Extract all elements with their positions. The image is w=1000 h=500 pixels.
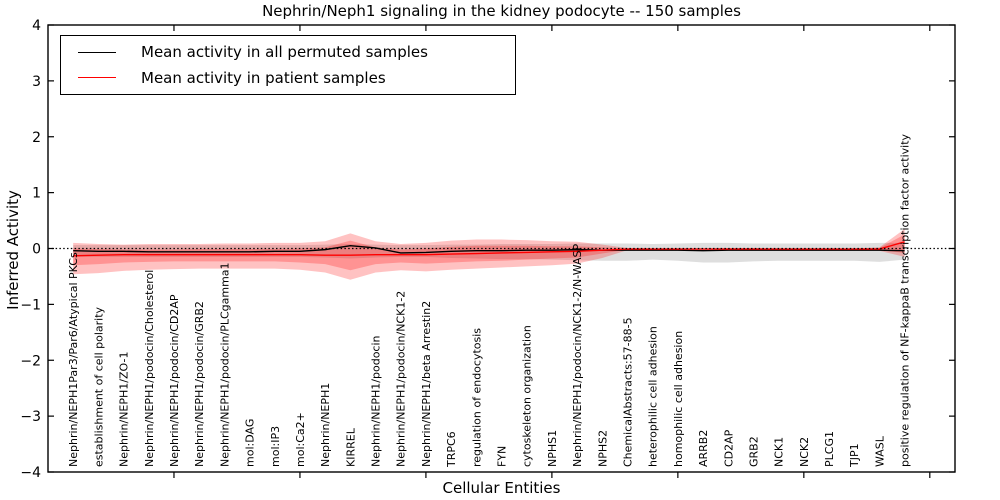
legend-label: Mean activity in all permuted samples: [141, 43, 428, 62]
entity-label: homophilic cell adhesion: [672, 331, 685, 467]
entity-label: establishment of cell polarity: [92, 306, 105, 467]
entity-label: Nephrin/NEPH1/podocin: [370, 335, 383, 467]
black-mean-line: [73, 245, 905, 254]
legend-line-black: [78, 51, 116, 53]
y-tick-label: 4: [32, 18, 41, 34]
entity-label: WASL: [873, 435, 886, 467]
entity-label: Nephrin/NEPH1/beta Arrestin2: [420, 301, 433, 467]
x-axis-label: Cellular Entities: [442, 479, 561, 497]
legend-item-patient: Mean activity in patient samples: [61, 69, 515, 87]
red-mean-line: [73, 241, 905, 257]
patient-samples-range-outer-band: [73, 228, 905, 280]
entity-label: Nephrin/NEPH1/podocin/NCK1-2/N-WASP: [571, 243, 584, 467]
entity-label: KIRREL: [344, 427, 357, 467]
chart-title: Nephrin/Neph1 signaling in the kidney po…: [262, 2, 741, 20]
entity-label: heterophilic cell adhesion: [647, 326, 660, 467]
y-tick-label: −3: [20, 409, 41, 425]
y-tick-label: −4: [20, 465, 41, 481]
y-tick-label: 2: [32, 130, 41, 146]
entity-label: Nephrin/NEPH1/podocin/PLCgamma1: [218, 262, 231, 467]
y-tick-label: −2: [20, 353, 41, 369]
y-tick-label: 0: [32, 242, 41, 258]
entity-label: Nephrin/NEPH1/ZO-1: [118, 352, 131, 467]
entity-label: FYN: [496, 446, 509, 467]
legend-label: Mean activity in patient samples: [141, 68, 386, 87]
entity-label: ChemicalAbstracts:57-88-5: [621, 317, 634, 467]
entity-label: Nephrin/NEPH1/podocin/CD2AP: [168, 294, 181, 467]
entity-label: TJP1: [848, 443, 861, 468]
entity-label: CD2AP: [722, 429, 735, 467]
y-tick-label: −1: [20, 297, 41, 313]
legend: Mean activity in all permuted samples Me…: [60, 35, 516, 95]
entity-label: Nephrin/NEPH1: [319, 383, 332, 467]
entity-label: Nephrin/NEPH1/podocin/GRB2: [193, 301, 206, 467]
entity-label: NCK1: [773, 437, 786, 467]
entity-label: PLCG1: [823, 431, 836, 467]
entity-label: NCK2: [798, 437, 811, 467]
legend-item-permuted: Mean activity in all permuted samples: [61, 43, 515, 61]
entity-label: TRPC6: [445, 431, 458, 468]
entity-label: positive regulation of NF-kappaB transcr…: [899, 133, 912, 467]
entity-label: Nephrin/NEPH1Par3/Par6/Atypical PKCs: [67, 252, 80, 467]
entity-label: mol:DAG: [244, 419, 257, 467]
entity-label: regulation of endocytosis: [470, 328, 483, 467]
entity-label: NPHS2: [596, 430, 609, 467]
entity-label: GRB2: [747, 436, 760, 467]
entity-label: ARRB2: [697, 430, 710, 467]
legend-line-red: [78, 77, 116, 79]
entity-label: cytoskeleton organization: [521, 325, 534, 467]
y-tick-label: 1: [32, 186, 41, 202]
entity-label: Nephrin/NEPH1/podocin/NCK1-2: [395, 291, 408, 467]
entity-label: mol:IP3: [269, 426, 282, 467]
entity-label: Nephrin/NEPH1/podocin/Cholesterol: [143, 270, 156, 467]
entity-label: NPHS1: [546, 430, 559, 467]
y-tick-label: 3: [32, 74, 41, 90]
patient-samples-range-inner-band: [73, 234, 905, 271]
entity-label: mol:Ca2+: [294, 412, 307, 467]
